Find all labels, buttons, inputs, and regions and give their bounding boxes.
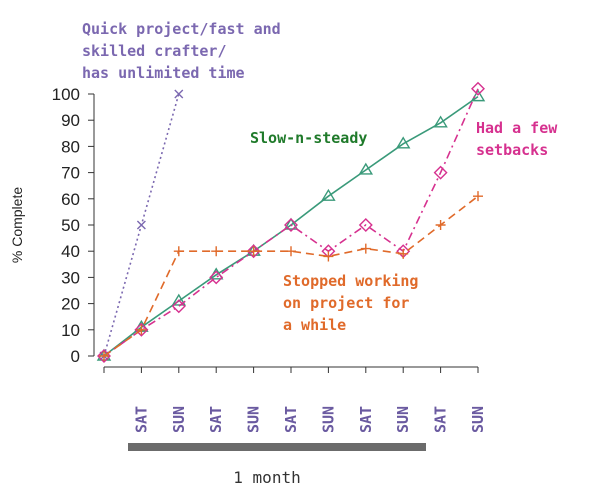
data-point (136, 324, 147, 335)
data-point (171, 299, 186, 314)
annotation-stopped-line-1: Stopped working (283, 272, 418, 290)
y-tick-label: 90 (61, 111, 80, 130)
series (97, 81, 485, 363)
series-layer (96, 81, 486, 363)
data-point (284, 218, 298, 232)
data-point (433, 115, 448, 128)
y-tick-label: 20 (61, 295, 80, 314)
data-point (358, 218, 373, 232)
x-tick-label: SUN (319, 406, 337, 433)
data-point (211, 246, 222, 257)
y-axis-label: % Complete (9, 187, 25, 263)
annotation-setbacks-line-2: setbacks (476, 141, 548, 159)
y-tick-label: 80 (61, 137, 80, 156)
data-point (323, 251, 334, 262)
data-point (321, 188, 336, 201)
x-tick-label: SUN (245, 406, 263, 433)
data-point (358, 162, 374, 175)
x-tick-label: SAT (432, 406, 450, 433)
data-point (435, 220, 446, 230)
data-point (286, 246, 296, 257)
y-tick-label: 100 (52, 85, 80, 104)
x-tick-label: SUN (170, 406, 188, 433)
y-tick-label: 30 (61, 268, 80, 287)
data-point (171, 293, 187, 306)
annotation-stopped-line-2: on project for (283, 294, 409, 312)
y-tick-label: 0 (71, 347, 80, 366)
x-tick-label: SAT (282, 406, 300, 433)
annotation-quick-line-2: skilled crafter/ (82, 42, 227, 60)
data-point (174, 89, 184, 99)
x-tick-label: SAT (132, 406, 150, 433)
data-point (398, 248, 409, 259)
series-line (103, 88, 479, 357)
annotation-slow: Slow-n-steady (250, 129, 367, 147)
x-tick-label: SUN (469, 406, 487, 433)
x-axis: SAT SUN SAT SUN SAT SUN SAT SUN SAT SUN (103, 366, 487, 433)
annotation-stopped-line-3: a while (283, 316, 346, 334)
annotation-setbacks-line-1: Had a few (476, 119, 558, 137)
data-point (283, 217, 299, 230)
y-tick-label: 60 (61, 190, 80, 209)
y-axis: 0 10 20 30 40 50 60 70 80 90 100 (52, 85, 95, 366)
series (99, 191, 483, 361)
annotation-setbacks: Had a few setbacks (476, 119, 558, 159)
data-point (173, 246, 184, 257)
data-point (246, 244, 261, 259)
data-point (473, 191, 483, 202)
y-tick-label: 40 (61, 242, 80, 261)
data-point (470, 89, 486, 102)
time-span-label: 1 month (233, 468, 300, 487)
data-point (99, 351, 109, 361)
data-point (136, 220, 146, 230)
y-tick-label: 50 (61, 216, 80, 235)
data-point (209, 270, 224, 285)
data-point (360, 243, 371, 254)
x-tick-label: SAT (357, 406, 375, 433)
data-point (134, 322, 149, 337)
y-tick-label: 10 (61, 321, 80, 340)
annotation-quick: Quick project/fast and skilled crafter/ … (82, 20, 281, 82)
annotation-quick-line-3: has unlimited time (82, 64, 245, 82)
annotation-stopped: Stopped working on project for a while (283, 272, 418, 334)
time-span-bar (128, 443, 426, 451)
y-tick-label: 70 (61, 164, 80, 183)
data-point (248, 246, 259, 257)
annotation-quick-line-1: Quick project/fast and (82, 20, 281, 38)
series (99, 89, 184, 361)
x-tick-label: SUN (394, 406, 412, 433)
data-point (433, 165, 448, 180)
x-tick-label: SAT (207, 406, 225, 433)
data-point (395, 136, 411, 149)
data-point (471, 81, 485, 96)
